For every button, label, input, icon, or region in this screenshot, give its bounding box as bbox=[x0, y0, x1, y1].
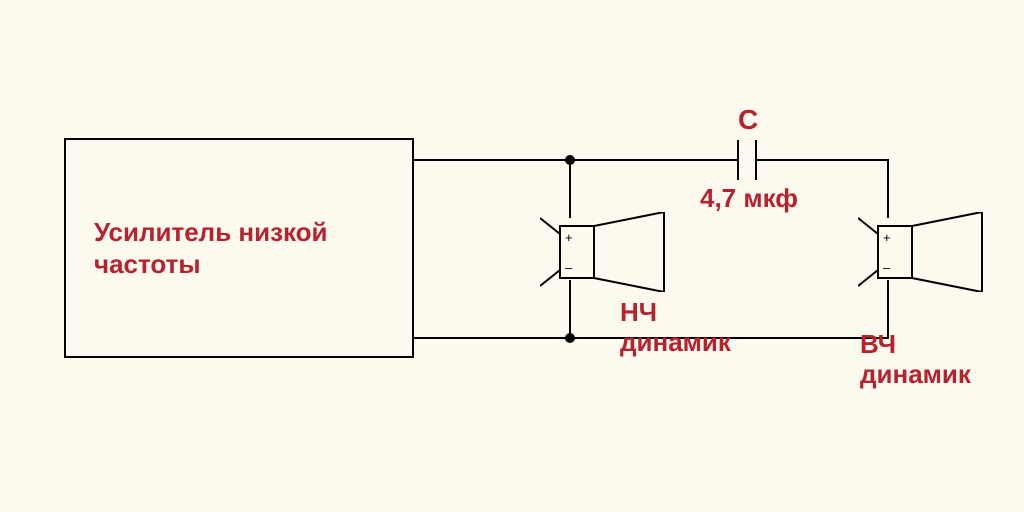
hf-label-line1: ВЧ bbox=[860, 329, 896, 359]
wire-top-2 bbox=[570, 159, 738, 161]
hf-label-line2: динамик bbox=[860, 359, 971, 389]
amplifier-block: Усилитель низкой частоты bbox=[64, 138, 414, 358]
lf-minus: – bbox=[565, 260, 572, 275]
node-top bbox=[565, 155, 575, 165]
wire-top-1 bbox=[414, 159, 570, 161]
schematic-canvas: Усилитель низкой частоты C 4,7 мкф + – Н… bbox=[0, 0, 1024, 512]
hf-minus: – bbox=[883, 260, 890, 275]
wire-top-3 bbox=[757, 159, 888, 161]
hf-speaker: + – bbox=[858, 212, 988, 292]
amp-label-line2: частоты bbox=[94, 249, 201, 279]
amplifier-label: Усилитель низкой частоты bbox=[94, 216, 328, 281]
hf-speaker-label: ВЧ динамик bbox=[860, 330, 971, 390]
wire-lf-top-drop bbox=[569, 160, 571, 218]
capacitor-plate-left bbox=[737, 140, 739, 180]
capacitor-label-c: C bbox=[738, 104, 758, 136]
lf-plus: + bbox=[565, 230, 573, 245]
lf-label-line1: НЧ bbox=[620, 297, 657, 327]
hf-plus: + bbox=[883, 230, 891, 245]
lf-speaker-label: НЧ динамик bbox=[620, 298, 731, 358]
capacitor-label-value: 4,7 мкф bbox=[700, 184, 798, 214]
lf-speaker: + – bbox=[540, 212, 670, 292]
amp-label-line1: Усилитель низкой bbox=[94, 217, 328, 247]
node-bottom bbox=[565, 333, 575, 343]
lf-label-line2: динамик bbox=[620, 327, 731, 357]
wire-hf-top-drop bbox=[887, 159, 889, 218]
